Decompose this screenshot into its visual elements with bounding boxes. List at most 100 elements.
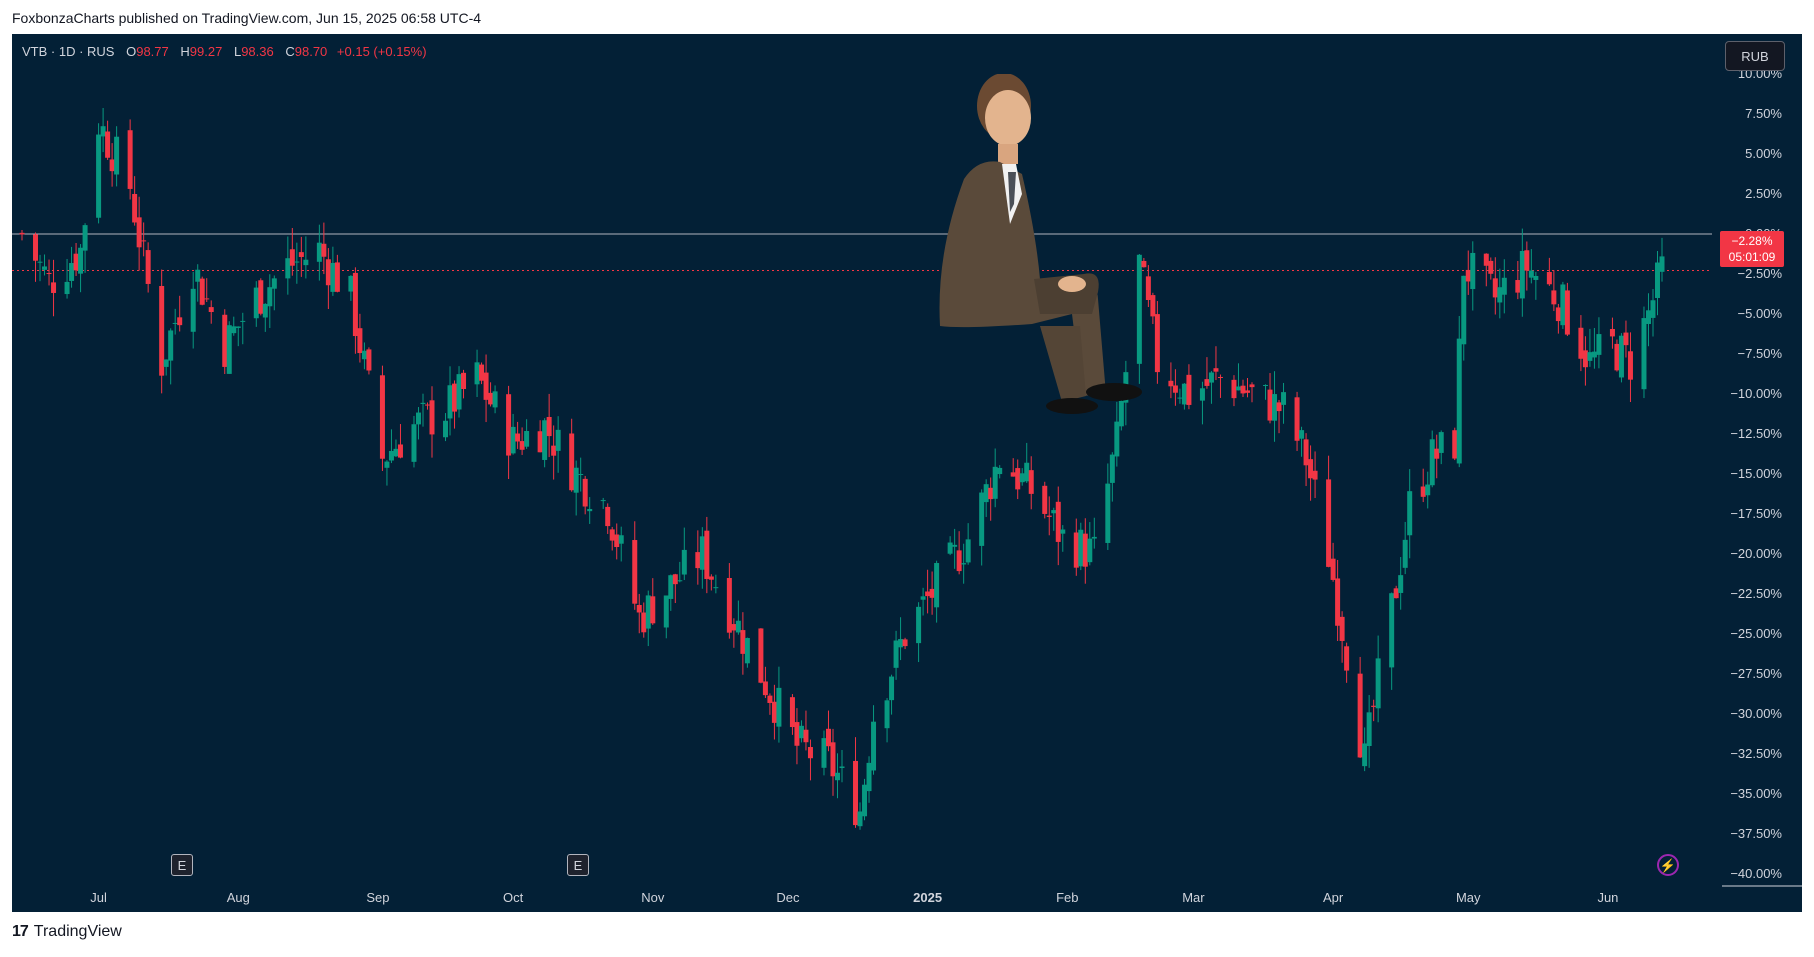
candle-body [672, 574, 678, 585]
candle-body [1582, 350, 1588, 368]
candle-body [258, 280, 264, 314]
y-axis: 10.00%7.50%5.00%2.50%0.00%−2.50%−5.00%−7… [1722, 66, 1802, 887]
x-tick-label: May [1456, 890, 1481, 905]
person-image [939, 74, 1142, 414]
candle-body [1375, 658, 1381, 709]
candle-body [884, 700, 890, 729]
candle-body [794, 722, 800, 746]
candle-body [240, 320, 246, 322]
candle-body [988, 487, 994, 500]
candle-body [1618, 335, 1624, 378]
candle-body [992, 466, 998, 499]
candle-body [1231, 379, 1237, 399]
candle-body [834, 772, 840, 781]
candle-body [695, 552, 701, 569]
candle-body [1078, 529, 1084, 567]
candle-body [1091, 536, 1097, 539]
published-line: FoxbonzaCharts published on TradingView.… [12, 10, 482, 26]
candle-body [821, 738, 827, 768]
candle-body [1497, 287, 1503, 303]
candle-body [677, 580, 683, 582]
candle-body [78, 247, 84, 274]
candle-body [1614, 343, 1620, 371]
candle-body [1501, 277, 1507, 295]
candle-body [916, 606, 922, 644]
y-tick-label: −32.50% [1730, 746, 1782, 761]
candle-body [555, 429, 561, 451]
y-tick-label: −25.00% [1730, 626, 1782, 641]
candle-body [411, 424, 417, 462]
candle-body [789, 697, 795, 728]
chart-frame[interactable]: 10.00%7.50%5.00%2.50%0.00%−2.50%−5.00%−7… [12, 34, 1802, 912]
candle-body [1551, 290, 1557, 305]
candle-body [46, 273, 52, 275]
candle-body [668, 575, 674, 599]
candle-body [524, 430, 530, 447]
footer: 17 TradingView [12, 923, 122, 941]
candle-body [415, 412, 421, 425]
candle-body [1060, 529, 1066, 534]
candle-body [483, 372, 489, 400]
candle-body [1335, 578, 1341, 626]
candle-body [208, 307, 214, 313]
earnings-icon[interactable]: E [567, 854, 589, 876]
candle-body [1641, 318, 1647, 390]
candle-body [997, 467, 1003, 475]
candle-body [361, 350, 367, 360]
candle-body [474, 362, 480, 385]
price-badge: −2.28% 05:01:09 [1720, 231, 1784, 267]
candle-body [866, 762, 872, 792]
candle-body [1082, 533, 1088, 567]
candle-body [1623, 332, 1629, 346]
candle-body [618, 535, 624, 544]
candle-body [1213, 368, 1219, 372]
candle-body [461, 372, 467, 390]
candle-body [1339, 616, 1345, 641]
y-tick-label: 7.50% [1745, 106, 1782, 121]
candle-body [1488, 260, 1494, 274]
candle-body [42, 266, 48, 270]
currency-button[interactable]: RUB [1725, 41, 1785, 71]
candle-body [731, 624, 737, 631]
candle-body [222, 314, 228, 367]
candle-body [1217, 376, 1223, 378]
candle-body [735, 620, 741, 633]
symbol-legend[interactable]: VTB · 1D · RUS O98.77 H99.27 L98.36 C98.… [22, 44, 427, 59]
lightning-icon[interactable]: ⚡ [1657, 854, 1679, 876]
candle-body [1564, 290, 1570, 335]
candle-body [226, 325, 232, 374]
candle-body [1483, 253, 1489, 266]
candle-body [37, 261, 43, 263]
x-tick-label: Aug [227, 890, 250, 905]
candle-body [1366, 712, 1372, 747]
candle-body [902, 639, 908, 647]
candle-body [1402, 539, 1408, 568]
candle-body [190, 288, 196, 332]
candle-body [934, 563, 940, 608]
candle-body [1429, 439, 1435, 486]
footer-brand[interactable]: TradingView [33, 923, 122, 940]
candle-body [159, 285, 165, 376]
candle-body [582, 478, 588, 507]
y-tick-label: −12.50% [1730, 426, 1782, 441]
candle-body [105, 131, 111, 158]
y-tick-label: −40.00% [1730, 866, 1782, 881]
candle-body [393, 448, 399, 457]
candle-body [168, 330, 174, 361]
candle-body [961, 563, 967, 565]
candle-body [1420, 486, 1426, 497]
earnings-icon[interactable]: E [171, 854, 193, 876]
candle-body [1330, 558, 1336, 580]
candle-body [578, 473, 584, 475]
y-tick-label: −2.50% [1738, 266, 1783, 281]
candle-body [1087, 538, 1093, 563]
candle-body [609, 529, 615, 541]
chart-plot[interactable]: 10.00%7.50%5.00%2.50%0.00%−2.50%−5.00%−7… [12, 34, 1802, 912]
candle-body [366, 349, 372, 371]
candle-body [132, 193, 138, 223]
candle-body [645, 595, 651, 629]
high-value: 99.27 [189, 44, 223, 59]
candle-body [1312, 470, 1318, 480]
candle-body [1244, 390, 1250, 393]
candle-body [19, 232, 25, 235]
